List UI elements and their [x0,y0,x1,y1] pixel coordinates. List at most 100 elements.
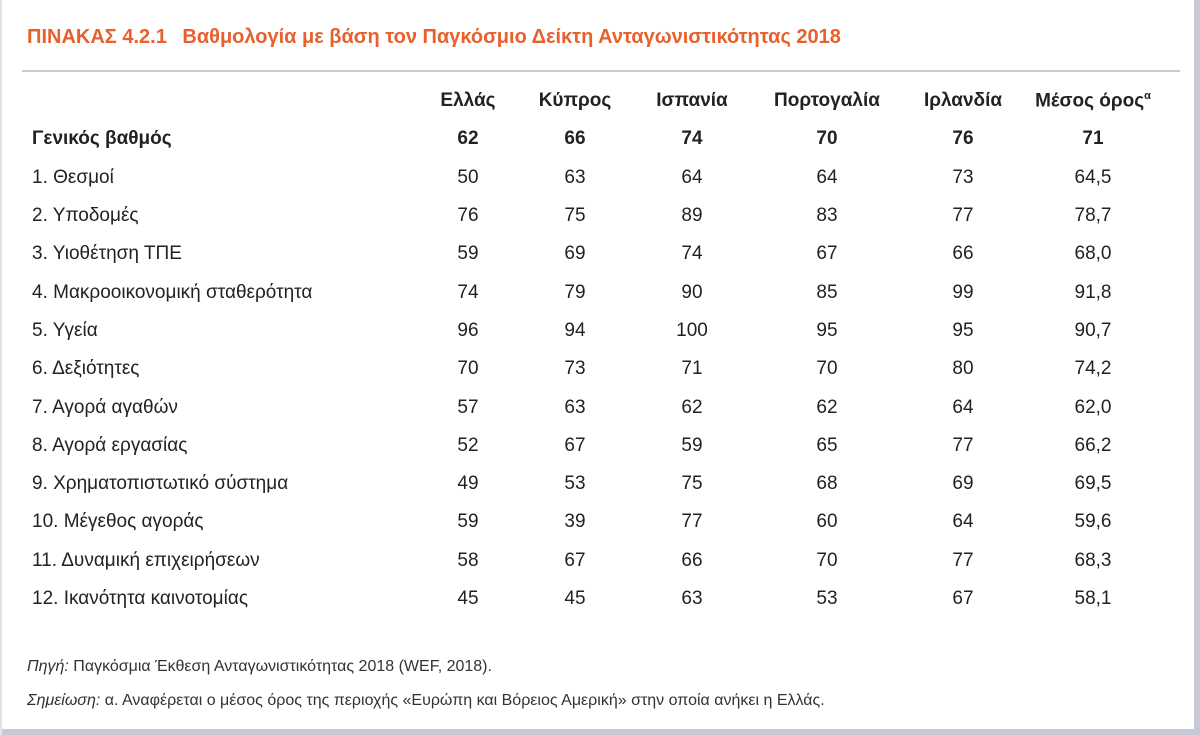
table-title: ΠΙΝΑΚΑΣ 4.2.1 Βαθμολογία με βάση τον Παγ… [27,26,841,49]
table-row: 1. Θεσμοί 50 63 64 64 73 64,5 [22,159,1162,197]
cell-value: 67 [564,434,586,456]
cell-value: 94 [564,319,586,341]
source-text: Παγκόσμια Έκθεση Ανταγωνιστικότητας 2018… [73,658,492,675]
table-notes: Πηγή: Παγκόσμια Έκθεση Ανταγωνιστικότητα… [27,650,825,718]
header-label-cell [22,82,418,120]
cell-value: 76 [457,205,479,227]
table-row: 9. Χρηματοπιστωτικό σύστημα 49 53 75 68 69 69,… [22,465,1162,503]
header-greece: Ελλάς [440,90,496,112]
cell-value: 64 [681,166,703,188]
cell-value: 58,1 [1074,588,1112,609]
cell-value: 62 [457,128,479,150]
note-line: Σημείωση: α. Αναφέρεται ο μέσος όρος της… [27,684,825,718]
cell-value: 67 [816,243,838,265]
header-average-text: Μέσος όρος [1035,90,1145,112]
cell-value: 66,2 [1074,434,1112,456]
cell-value: 45 [564,588,586,609]
note-text: α. Αναφέρεται ο μέσος όρος της περιοχής … [104,692,825,709]
cell-value: 64 [952,511,974,533]
cell-value: 70 [816,128,838,150]
table-row: 6. Δεξιότητες 70 73 71 70 80 74,2 [22,350,1162,388]
table-row: 11. Δυναμική επιχειρήσεων 58 67 66 70 77 68,3 [22,542,1162,580]
scores-table: Ελλάς Κύπρος Ισπανία Πορτογαλία Ιρλανδία… [22,82,1162,618]
table-row: 10. Μέγεθος αγοράς 59 39 77 60 64 59,6 [22,503,1162,541]
row-label: 2. Υποδομές [32,205,139,227]
row-label: 7. Αγορά αγαθών [32,396,178,418]
cell-value: 70 [816,549,838,571]
title-divider [22,70,1180,72]
cell-value: 59 [457,511,479,533]
cell-value: 59 [457,243,479,265]
cell-value: 77 [952,434,974,456]
cell-value: 70 [457,358,479,380]
source-line: Πηγή: Παγκόσμια Έκθεση Ανταγωνιστικότητα… [27,650,825,684]
cell-value: 71 [1082,128,1104,150]
cell-value: 59,6 [1074,511,1112,533]
cell-value: 99 [952,281,974,303]
header-average: Μέσος όροςα [1024,82,1162,120]
table-row: 7. Αγορά αγαθών 57 63 62 62 64 62,0 [22,388,1162,426]
cell-value: 96 [457,319,479,341]
cell-value: 63 [564,166,586,188]
cell-value: 62 [816,396,838,418]
header-portugal: Πορτογαλία [774,90,880,112]
cell-value: 58 [457,549,479,571]
cell-value: 52 [457,434,479,456]
cell-value: 57 [457,396,479,418]
cell-value: 70 [816,358,838,380]
cell-value: 62 [681,396,703,418]
cell-value: 83 [816,205,838,227]
cell-value: 74,2 [1074,358,1112,380]
cell-value: 85 [816,281,838,303]
header-average-superscript: α [1144,89,1151,102]
cell-value: 64,5 [1074,166,1112,188]
cell-value: 77 [681,511,703,533]
cell-value: 60 [816,511,838,533]
cell-value: 71 [681,358,703,380]
cell-value: 95 [816,319,838,341]
cell-value: 63 [681,588,703,609]
cell-value: 66 [952,243,974,265]
cell-value: 77 [952,205,974,227]
header-ireland: Ιρλανδία [923,90,1003,112]
cell-value: 90,7 [1074,319,1112,341]
cell-value: 74 [681,243,703,265]
table-row: 5. Υγεία 96 94 100 95 95 90,7 [22,312,1162,350]
cell-value: 73 [952,166,974,188]
table-body: Γενικός βαθμός 62 66 74 70 76 71 1. Θεσμοί 50 63 6… [22,120,1162,618]
cell-value: 67 [564,549,586,571]
table-row: 3. Υιοθέτηση ΤΠΕ 59 69 74 67 66 68,0 [22,235,1162,273]
cell-value: 75 [564,205,586,227]
row-label: 4. Μακροοικονομική σταθερότητα [32,281,313,303]
cell-value: 50 [457,166,479,188]
header-spain: Ισπανία [656,90,728,112]
row-label: 1. Θεσμοί [32,166,114,188]
table-row: 4. Μακροοικονομική σταθερότητα 74 79 90 85 99… [22,273,1162,311]
note-label: Σημείωση: [27,692,101,709]
cell-value: 91,8 [1074,281,1112,303]
cell-value: 68,3 [1074,549,1112,571]
cell-value: 53 [564,473,586,495]
cell-value: 77 [952,549,974,571]
cell-value: 100 [676,319,708,341]
cell-value: 62,0 [1074,396,1112,418]
cell-value: 67 [952,588,974,609]
table-row: 2. Υποδομές 76 75 89 83 77 78,7 [22,197,1162,235]
table-number: ΠΙΝΑΚΑΣ 4.2.1 [27,26,167,48]
table-row: Γενικός βαθμός 62 66 74 70 76 71 [22,120,1162,158]
cell-value: 66 [564,128,586,150]
cell-value: 74 [457,281,479,303]
cell-value: 64 [952,396,974,418]
cell-value: 65 [816,434,838,456]
cell-value: 63 [564,396,586,418]
cell-value: 80 [952,358,974,380]
table-row: 8. Αγορά εργασίας 52 67 59 65 77 66,2 [22,427,1162,465]
source-label: Πηγή: [27,658,69,675]
cell-value: 73 [564,358,586,380]
cell-value: 74 [681,128,703,150]
row-label: 12. Ικανότητα καινοτομίας [32,588,248,609]
row-label: 6. Δεξιότητες [32,358,140,380]
cell-value: 89 [681,205,703,227]
cell-value: 49 [457,473,479,495]
